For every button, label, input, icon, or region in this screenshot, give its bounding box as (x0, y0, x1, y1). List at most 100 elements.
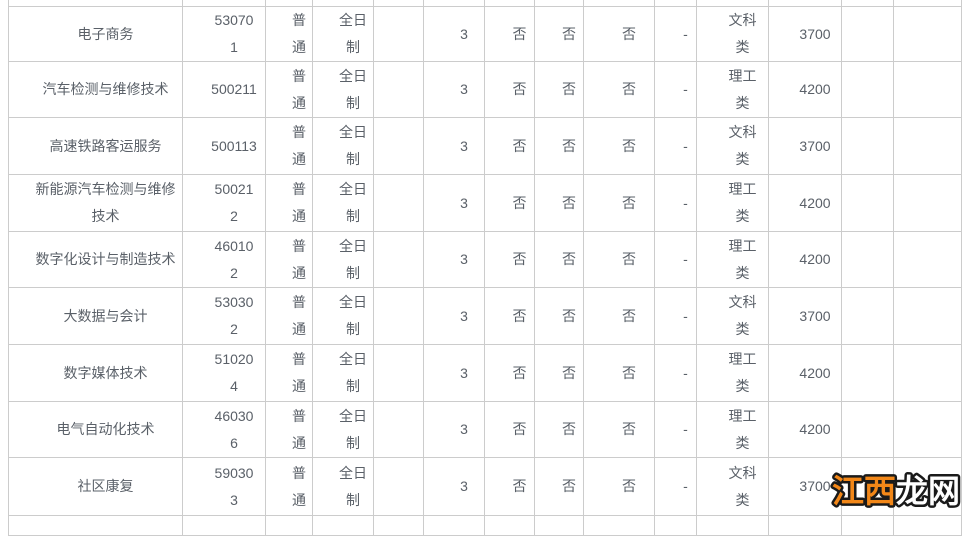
cell-subject-category (696, 515, 769, 536)
majors-table: 电子商务 53070 1 普通 全日制 3 否 否 否 - 文科类 3700 汽车… (8, 0, 962, 536)
cell-flag-1: 否 (484, 61, 535, 118)
cell-empty-1 (373, 401, 424, 458)
cell-empty-2 (841, 6, 894, 62)
cell-major-code: 500113 (182, 117, 266, 175)
cell-admission-type: 普通 (265, 61, 313, 118)
cell-major-code: 50021 2 (182, 174, 266, 232)
cell-flag-3: 否 (583, 344, 655, 402)
cell-study-mode: 全日制 (312, 174, 374, 232)
cell-admission-type (265, 515, 313, 536)
cell-flag-1: 否 (484, 344, 535, 402)
cell-major-name: 社区康复 (8, 457, 183, 516)
cell-tuition-fee: 4200 (768, 174, 842, 232)
cell-dash (654, 515, 697, 536)
table-row: 大数据与会计 53030 2 普通 全日制 3 否 否 否 - 文科类 3700 (8, 287, 962, 345)
cell-dash: - (654, 344, 697, 402)
cell-subject-category: 理工类 (696, 401, 769, 458)
cell-admission-type: 普通 (265, 344, 313, 402)
cell-empty-3 (893, 287, 962, 345)
cell-flag-2: 否 (534, 6, 584, 62)
cell-flag-2 (534, 515, 584, 536)
cell-tuition-fee: 4200 (768, 344, 842, 402)
cell-admission-type: 普通 (265, 457, 313, 516)
cell-empty-2 (841, 231, 894, 288)
cropped-row-bottom (8, 515, 962, 536)
cell-dash: - (654, 174, 697, 232)
table-row: 汽车检测与维修技术 500211 普通 全日制 3 否 否 否 - 理工类 42… (8, 61, 962, 118)
cell-admission-type: 普通 (265, 6, 313, 62)
majors-table-body: 电子商务 53070 1 普通 全日制 3 否 否 否 - 文科类 3700 汽车… (8, 0, 962, 536)
cell-flag-3 (583, 515, 655, 536)
cell-study-mode: 全日制 (312, 457, 374, 516)
cell-empty-1 (373, 6, 424, 62)
cell-empty-2 (841, 515, 894, 536)
cell-empty-2 (841, 287, 894, 345)
cell-study-mode: 全日制 (312, 61, 374, 118)
cell-duration-years: 3 (423, 344, 485, 402)
cell-duration-years: 3 (423, 401, 485, 458)
cell-flag-3: 否 (583, 401, 655, 458)
cell-empty-2 (841, 401, 894, 458)
cell-empty-2 (841, 344, 894, 402)
cell-flag-1: 否 (484, 231, 535, 288)
cell-flag-2: 否 (534, 457, 584, 516)
cell-subject-category: 文科类 (696, 117, 769, 175)
table-row: 新能源汽车检测与维修 技术 50021 2 普通 全日制 3 否 否 否 - 理工类… (8, 174, 962, 232)
cell-flag-2: 否 (534, 344, 584, 402)
cell-flag-1: 否 (484, 174, 535, 232)
cell-empty-3 (893, 6, 962, 62)
cell-study-mode: 全日制 (312, 344, 374, 402)
cell-flag-3: 否 (583, 174, 655, 232)
cell-empty-1 (373, 61, 424, 118)
cell-subject-category: 理工类 (696, 61, 769, 118)
cell-dash: - (654, 287, 697, 345)
cell-major-code: 53030 2 (182, 287, 266, 345)
cell-subject-category: 理工类 (696, 344, 769, 402)
cell-empty-2 (841, 457, 894, 516)
cell-study-mode (312, 515, 374, 536)
table-row: 电子商务 53070 1 普通 全日制 3 否 否 否 - 文科类 3700 (8, 6, 962, 62)
table-row: 数字媒体技术 51020 4 普通 全日制 3 否 否 否 - 理工类 4200 (8, 344, 962, 402)
cell-admission-type: 普通 (265, 401, 313, 458)
watermark-part1: 江西 (832, 473, 896, 509)
cell-duration-years: 3 (423, 174, 485, 232)
cell-study-mode: 全日制 (312, 401, 374, 458)
cell-flag-1: 否 (484, 401, 535, 458)
cell-flag-3: 否 (583, 61, 655, 118)
watermark-part2: 龙网 (896, 473, 960, 509)
cell-flag-2: 否 (534, 174, 584, 232)
cell-empty-2 (841, 61, 894, 118)
table-row: 电气自动化技术 46030 6 普通 全日制 3 否 否 否 - 理工类 4200 (8, 401, 962, 458)
cell-subject-category: 理工类 (696, 231, 769, 288)
cell-dash: - (654, 6, 697, 62)
cell-major-name: 电气自动化技术 (8, 401, 183, 458)
cell-duration-years: 3 (423, 231, 485, 288)
cell-flag-1: 否 (484, 457, 535, 516)
cell-dash: - (654, 61, 697, 118)
cell-flag-1: 否 (484, 117, 535, 175)
cell-study-mode: 全日制 (312, 6, 374, 62)
cell-dash: - (654, 117, 697, 175)
cell-empty-3 (893, 401, 962, 458)
cell-major-code: 500211 (182, 61, 266, 118)
cell-major-name: 数字媒体技术 (8, 344, 183, 402)
cell-major-code: 46030 6 (182, 401, 266, 458)
cell-empty-3 (893, 457, 962, 516)
cell-tuition-fee: 4200 (768, 61, 842, 118)
cell-tuition-fee: 3700 (768, 287, 842, 345)
cell-empty-2 (841, 117, 894, 175)
cell-duration-years: 3 (423, 117, 485, 175)
cell-admission-type: 普通 (265, 117, 313, 175)
table-row: 高速铁路客运服务 500113 普通 全日制 3 否 否 否 - 文科类 370… (8, 117, 962, 175)
cell-empty-3 (893, 117, 962, 175)
cell-empty-1 (373, 174, 424, 232)
cell-subject-category: 文科类 (696, 6, 769, 62)
cell-flag-2: 否 (534, 401, 584, 458)
cell-duration-years: 3 (423, 61, 485, 118)
cell-flag-3: 否 (583, 117, 655, 175)
cell-subject-category: 理工类 (696, 174, 769, 232)
cell-flag-1: 否 (484, 6, 535, 62)
cell-duration-years (423, 515, 485, 536)
cell-duration-years: 3 (423, 287, 485, 345)
cell-empty-1 (373, 457, 424, 516)
